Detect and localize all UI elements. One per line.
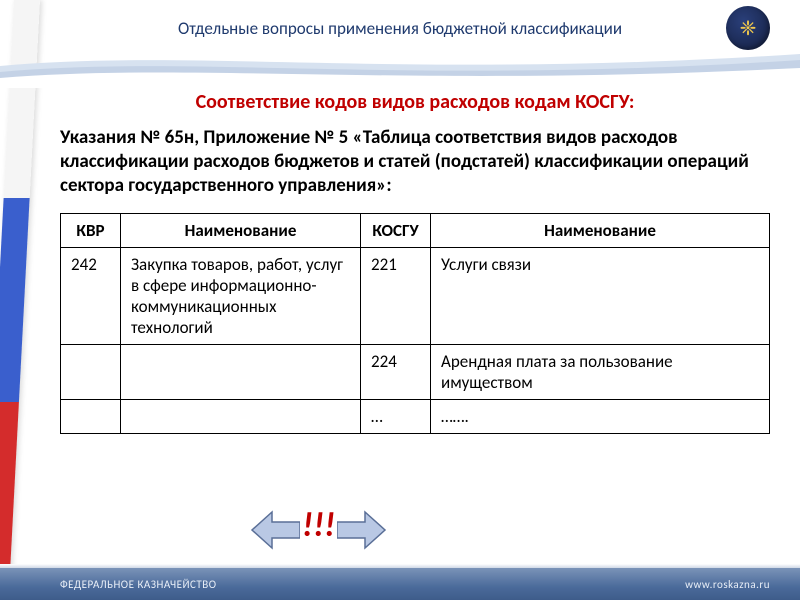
table-row: 224 Арендная плата за пользование имущес… xyxy=(61,345,770,400)
cell-kvr: 242 xyxy=(61,248,121,345)
arrow-right-icon xyxy=(337,510,387,550)
table-row: 242 Закупка товаров, работ, услуг в сфер… xyxy=(61,248,770,345)
flag-stripe-container xyxy=(0,0,40,600)
cell-name1: Закупка товаров, работ, услуг в сфере ин… xyxy=(121,248,361,345)
arrow-callout: !!! xyxy=(250,509,387,550)
table-row: … ……. xyxy=(61,400,770,434)
cell-kosgu: … xyxy=(361,400,431,434)
cell-name1 xyxy=(121,345,361,400)
correspondence-table: КВР Наименование КОСГУ Наименование 242 … xyxy=(60,213,770,434)
footer-right: www.roskazna.ru xyxy=(685,578,770,591)
wave-divider xyxy=(0,48,800,88)
page-title: Отдельные вопросы применения бюджетной к… xyxy=(0,18,800,39)
emblem-icon: ❈ xyxy=(726,6,770,50)
footer-bar: ФЕДЕРАЛЬНОЕ КАЗНАЧЕЙСТВО www.roskazna.ru xyxy=(0,568,800,600)
table-header-row: КВР Наименование КОСГУ Наименование xyxy=(61,214,770,248)
cell-kvr xyxy=(61,345,121,400)
emblem-glyph: ❈ xyxy=(740,16,757,41)
intro-text: Указания № 65н, Приложение № 5 «Таблица … xyxy=(60,126,770,197)
cell-kosgu: 224 xyxy=(361,345,431,400)
th-kosgu: КОСГУ xyxy=(361,214,431,248)
cell-kvr xyxy=(61,400,121,434)
content-area: Соответствие кодов видов расходов кодам … xyxy=(60,90,770,434)
subtitle: Соответствие кодов видов расходов кодам … xyxy=(60,90,770,114)
cell-name2: Услуги связи xyxy=(431,248,770,345)
bang-text: !!! xyxy=(302,505,335,546)
arrow-left-icon xyxy=(250,510,300,550)
th-name2: Наименование xyxy=(431,214,770,248)
cell-name2: Арендная плата за пользование имуществом xyxy=(431,345,770,400)
th-kvr: КВР xyxy=(61,214,121,248)
cell-kosgu: 221 xyxy=(361,248,431,345)
th-name1: Наименование xyxy=(121,214,361,248)
cell-name2: ……. xyxy=(431,400,770,434)
cell-name1 xyxy=(121,400,361,434)
footer-left: ФЕДЕРАЛЬНОЕ КАЗНАЧЕЙСТВО xyxy=(60,578,217,591)
flag-blue xyxy=(0,198,30,402)
